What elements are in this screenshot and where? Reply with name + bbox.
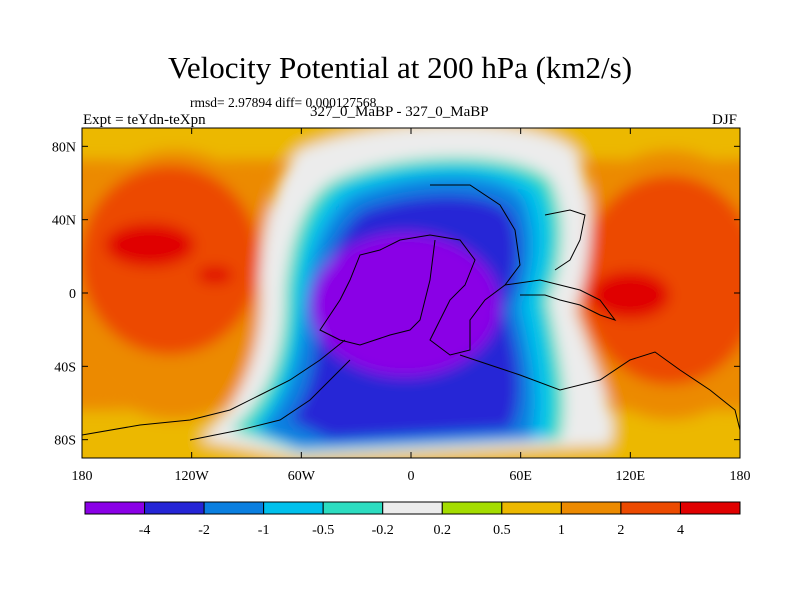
contour-neg-4 — [310, 233, 500, 377]
y-axis: 80N 40N 0 40S 80S — [52, 140, 740, 449]
colorbar-swatch-0 — [84, 501, 146, 515]
coastlines — [82, 184, 740, 441]
stats-text: rmsd= 2.97894 diff= 0.000127568 — [190, 95, 377, 110]
colorbar-swatch-9 — [620, 501, 681, 515]
south-america-outline-2 — [189, 359, 351, 441]
x-tick-label-1: 120W — [175, 469, 210, 484]
asia-outline — [544, 209, 586, 271]
y-tick-label-2: 0 — [69, 287, 76, 302]
contour-field — [82, 128, 740, 458]
colorbar-label-5: 0.2 — [434, 523, 452, 538]
southern-ocean-outline — [459, 351, 740, 431]
india-outline — [504, 279, 617, 321]
colorbar-swatch-1 — [144, 501, 205, 515]
colorbar-label-8: 2 — [617, 523, 624, 538]
colorbar: -4 -2 -1 -0.5 -0.2 0.2 0.5 1 2 4 — [84, 501, 741, 538]
colorbar-swatch-2 — [203, 501, 265, 515]
east-max-red — [590, 271, 670, 319]
africa-europe-outline — [319, 184, 521, 356]
colorbar-label-6: 0.5 — [493, 523, 511, 538]
x-tick-label-6: 180 — [730, 469, 751, 484]
colorbar-swatch-10 — [679, 501, 741, 515]
colorbar-swatch-7 — [501, 501, 562, 515]
colorbar-swatch-6 — [441, 501, 503, 515]
colorbar-swatch-8 — [560, 501, 622, 515]
y-tick-label-4: 80S — [54, 434, 76, 449]
colorbar-swatch-4 — [322, 501, 384, 515]
colorbar-swatch-3 — [263, 501, 324, 515]
west-pacific-max-red — [105, 223, 195, 267]
colorbar-label-4: -0.2 — [372, 523, 394, 538]
experiment-label: Expt = teYdn-teXpn — [83, 112, 206, 128]
y-tick-label-0: 80N — [52, 140, 76, 155]
west-pacific-max-red-small — [197, 266, 233, 284]
center-label: 327_0_MaBP - 327_0_MaBP — [310, 104, 489, 120]
chart-title: Velocity Potential at 200 hPa (km2/s) — [167, 50, 633, 85]
x-tick-label-2: 60W — [288, 469, 316, 484]
colorbar-label-1: -2 — [198, 523, 210, 538]
colorbar-label-3: -0.5 — [312, 523, 334, 538]
x-tick-label-3: 0 — [408, 469, 415, 484]
x-tick-label-4: 60E — [509, 469, 532, 484]
y-tick-label-3: 40S — [54, 360, 76, 375]
x-tick-label-0: 180 — [72, 469, 93, 484]
colorbar-label-0: -4 — [139, 523, 151, 538]
colorbar-label-7: 1 — [558, 523, 565, 538]
colorbar-label-2: -1 — [258, 523, 270, 538]
x-tick-label-5: 120E — [616, 469, 646, 484]
x-axis: 180 120W 60W 0 60E 120E 180 — [72, 128, 751, 484]
colorbar-label-9: 4 — [677, 523, 684, 538]
y-tick-label-1: 40N — [52, 214, 76, 229]
south-america-outline-1 — [82, 339, 346, 436]
season-label: DJF — [712, 112, 738, 128]
colorbar-swatch-5 — [382, 501, 443, 515]
